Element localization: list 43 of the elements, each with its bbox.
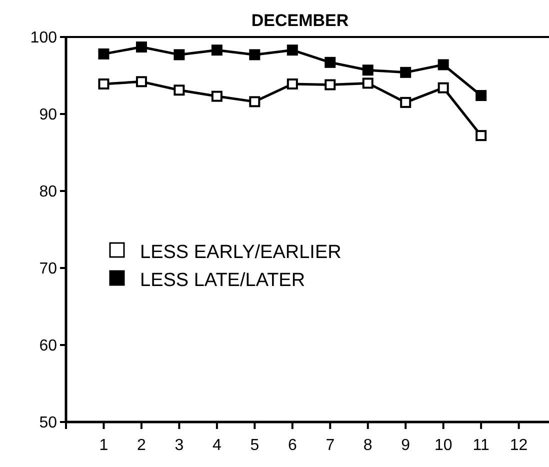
point [98, 78, 110, 90]
point [98, 48, 110, 60]
x-tick-label: 9 [401, 437, 410, 454]
y-tick-label: 80 [39, 184, 58, 201]
point [438, 59, 449, 70]
x-tick-label: 3 [174, 437, 184, 454]
x-tick-label: 4 [212, 437, 222, 454]
point [286, 78, 298, 90]
point [476, 130, 487, 142]
x-tick-label: 7 [326, 437, 335, 454]
x-tick-label: 10 [434, 437, 452, 454]
x-tick-label: 8 [363, 437, 372, 454]
point [174, 49, 185, 60]
point [324, 79, 336, 90]
point [438, 82, 449, 94]
point [362, 78, 374, 89]
y-tick-label: 90 [39, 106, 58, 124]
chart-title: DECEMBER [251, 11, 349, 30]
y-tick-label: 50 [39, 414, 58, 432]
point [136, 76, 147, 88]
point [174, 84, 185, 96]
legend-label: LESS EARLY/EARLIER [140, 242, 342, 263]
y-tick-label: 60 [39, 338, 58, 355]
point [476, 90, 487, 102]
point [211, 44, 222, 56]
point [249, 96, 260, 108]
point [400, 66, 412, 78]
point [400, 96, 412, 108]
x-tick-label: 12 [510, 437, 528, 454]
point [286, 44, 298, 56]
x-tick-label: 5 [250, 437, 260, 454]
point [324, 56, 336, 68]
point [211, 90, 222, 102]
x-tick-label: 2 [137, 437, 146, 454]
point [362, 64, 374, 76]
x-tick-label: 11 [472, 437, 490, 454]
point [136, 42, 147, 53]
x-tick-label: 6 [288, 437, 297, 454]
point [249, 49, 260, 60]
legend-label: LESS LATE/LATER [140, 270, 306, 291]
y-tick-label: 70 [39, 260, 58, 278]
y-tick-label: 100 [30, 30, 58, 47]
x-tick-label: 1 [99, 437, 108, 454]
